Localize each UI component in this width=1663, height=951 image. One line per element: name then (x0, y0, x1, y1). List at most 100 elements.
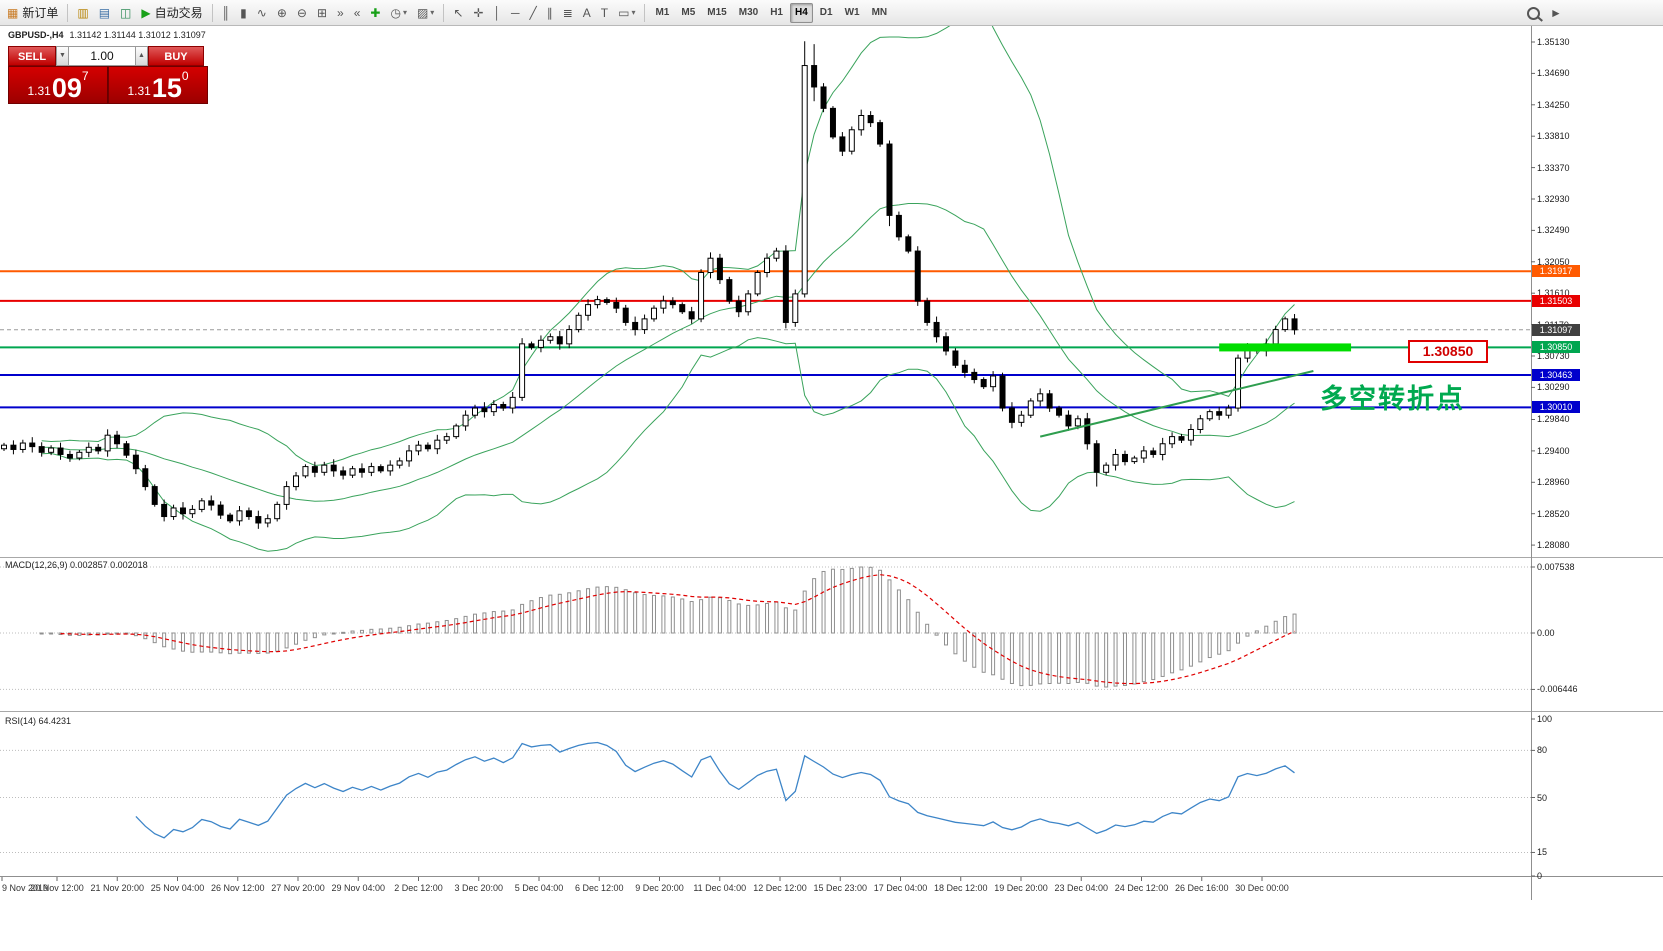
dropdown-arrow-icon: ▾ (631, 8, 636, 17)
candle-body (519, 343, 526, 398)
sell-price-sup: 7 (81, 69, 89, 83)
candle-body (829, 107, 836, 138)
candle-body (782, 250, 789, 323)
zoom-in-button[interactable]: ⊕ (273, 2, 291, 24)
timeframe-h1-button[interactable]: H1 (765, 3, 788, 23)
macd-histogram-bar (1188, 632, 1193, 667)
trendline-button[interactable]: ╱ (525, 2, 540, 24)
candle-body (914, 250, 921, 302)
candle-body (358, 468, 365, 473)
candle-body (1084, 418, 1091, 445)
buy-price-prefix: 1.31 (127, 84, 151, 98)
macd-histogram-bar (152, 632, 157, 644)
candle-body (688, 311, 695, 320)
candle-body (990, 375, 997, 388)
dropdown-arrow-icon: ▾ (402, 8, 407, 17)
fibonacci-button[interactable]: ≣ (559, 2, 577, 24)
macd-histogram-bar (1198, 632, 1203, 663)
shapes-button[interactable]: ▭ ▾ (614, 2, 639, 24)
label-button[interactable]: T (597, 2, 612, 24)
timeframe-w1-button[interactable]: W1 (840, 3, 865, 23)
macd-histogram-bar (491, 611, 496, 634)
macd-histogram-bar (1207, 632, 1212, 659)
auto-scroll-button[interactable]: » (333, 2, 348, 24)
candle-body (95, 446, 102, 452)
candle-body (415, 444, 422, 452)
candle-body (999, 375, 1006, 409)
sell-button[interactable]: SELL (8, 46, 56, 66)
macd-histogram-bar (1151, 632, 1156, 681)
bar-chart-button[interactable]: ║ (218, 2, 235, 24)
channel-button[interactable]: ∥ (543, 2, 557, 24)
zoom-out-button[interactable]: ⊖ (293, 2, 311, 24)
auto-scroll-icon: » (337, 5, 344, 20)
candlestick-chart-button[interactable]: ▮ (236, 2, 251, 24)
buy-button[interactable]: BUY (148, 46, 204, 66)
volume-input[interactable] (69, 46, 135, 66)
candle-body (490, 404, 497, 413)
timeframe-h4-button[interactable]: H4 (789, 2, 813, 23)
macd-histogram-bar (529, 600, 534, 634)
zoom-out-icon: ⊖ (296, 5, 307, 20)
candle-body (1008, 407, 1015, 423)
zoom-in-icon: ⊕ (276, 5, 287, 20)
line-chart-button[interactable]: ∿ (253, 2, 271, 24)
chart-shift-button[interactable]: « (350, 2, 365, 24)
macd-histogram-bar (774, 601, 779, 634)
macd-histogram-bar (510, 609, 515, 634)
sell-price-panel[interactable]: 1.31 09 7 (8, 66, 108, 104)
macd-histogram-bar (49, 632, 54, 635)
macd-histogram-bar (39, 632, 44, 635)
pointer-help-button[interactable]: ► (1546, 2, 1566, 24)
indicators-button[interactable]: ✚ (366, 2, 384, 24)
timeframe-d1-button[interactable]: D1 (815, 3, 838, 23)
periods-button[interactable]: ◷ ▾ (386, 2, 411, 24)
buy-price-panel[interactable]: 1.31 15 0 (108, 66, 208, 104)
candle-body (236, 510, 243, 522)
timeframe-m15-button[interactable]: M15 (702, 3, 731, 23)
candle-body (481, 407, 488, 413)
vertical-line-button[interactable]: │ (489, 2, 505, 24)
search-button[interactable] (1523, 2, 1544, 24)
timeframe-m1-button[interactable]: M1 (650, 3, 674, 23)
horizontal-line-button[interactable]: ─ (507, 2, 524, 24)
candle-body (208, 500, 215, 506)
macd-histogram-bar (538, 597, 543, 634)
candle-body (406, 450, 413, 462)
templates-icon: ▨ (416, 5, 429, 20)
macd-histogram-bar (275, 632, 280, 652)
templates-button[interactable]: ▨ ▾ (413, 2, 438, 24)
navigator-button[interactable]: ▤ (95, 2, 114, 24)
timeframe-m30-button[interactable]: M30 (734, 3, 763, 23)
autotrading-button[interactable]: ▶ 自动交易 (137, 2, 206, 24)
timeframe-m5-button[interactable]: M5 (676, 3, 700, 23)
crosshair-button[interactable]: ✛ (469, 2, 487, 24)
tile-windows-button[interactable]: ⊞ (313, 2, 331, 24)
macd-histogram-bar (717, 597, 722, 634)
macd-histogram-bar (397, 626, 402, 634)
macd-histogram-bar (623, 589, 628, 634)
new-order-button[interactable]: ▦ 新订单 (3, 2, 62, 24)
macd-histogram-bar (1028, 632, 1033, 686)
timeframe-mn-button[interactable]: MN (867, 3, 893, 23)
candle-body (537, 339, 544, 348)
toolbar-right-group: ► (1522, 2, 1567, 24)
text-button[interactable]: A (579, 2, 595, 24)
new-order-icon: ▦ (7, 5, 19, 20)
candle-body (293, 475, 300, 488)
cursor-button[interactable]: ↖ (449, 2, 467, 24)
volume-increase-button[interactable]: ▲ (135, 46, 148, 66)
macd-histogram-bar (162, 632, 167, 648)
line-chart-icon: ∿ (256, 5, 267, 20)
highlight-zone-bar[interactable] (1219, 343, 1352, 352)
volume-decrease-button[interactable]: ▼ (56, 46, 69, 66)
macd-histogram-bar (133, 632, 138, 637)
candle-body (57, 447, 64, 455)
terminal-button[interactable]: ◫ (116, 2, 135, 24)
market-watch-button[interactable]: ▥ (73, 2, 92, 24)
macd-histogram-bar (1075, 632, 1080, 683)
macd-histogram-bar (341, 631, 346, 634)
macd-histogram-bar (793, 609, 798, 634)
macd-histogram-bar (802, 590, 807, 634)
